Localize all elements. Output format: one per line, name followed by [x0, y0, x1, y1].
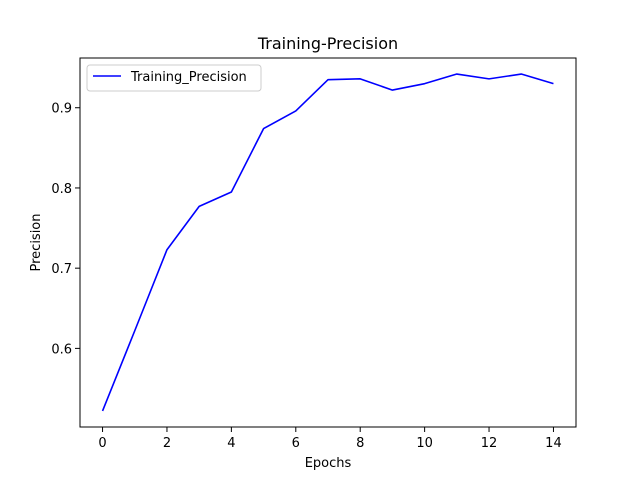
x-tick-label: 0: [98, 436, 106, 451]
y-tick-label: 0.9: [51, 102, 72, 117]
y-axis-title: Precision: [29, 213, 44, 271]
x-tick-label: 14: [545, 436, 562, 451]
axes-frame: [79, 57, 577, 428]
x-tick-label: 8: [356, 436, 364, 451]
series-line-training-precision: [101, 73, 554, 412]
x-tick-label: 2: [163, 436, 171, 451]
y-tick-label: 0.7: [51, 262, 72, 277]
chart-title: Training-Precision: [257, 34, 398, 53]
x-tick-label: 6: [292, 436, 300, 451]
x-axis-title: Epochs: [305, 456, 352, 471]
x-tick-label: 4: [227, 436, 235, 451]
x-axis: 0 2 4 6 8 10 12 14: [98, 427, 562, 451]
x-tick-label: 10: [416, 436, 433, 451]
y-tick-label: 0.8: [51, 182, 72, 197]
y-axis: 0.6 0.7 0.8 0.9: [51, 102, 80, 357]
legend-box: [86, 64, 262, 92]
legend-label: Training_Precision: [130, 70, 247, 85]
x-tick-label: 12: [481, 436, 498, 451]
y-tick-label: 0.6: [51, 342, 72, 357]
legend: Training_Precision: [86, 64, 262, 92]
plot-area: [101, 73, 554, 412]
